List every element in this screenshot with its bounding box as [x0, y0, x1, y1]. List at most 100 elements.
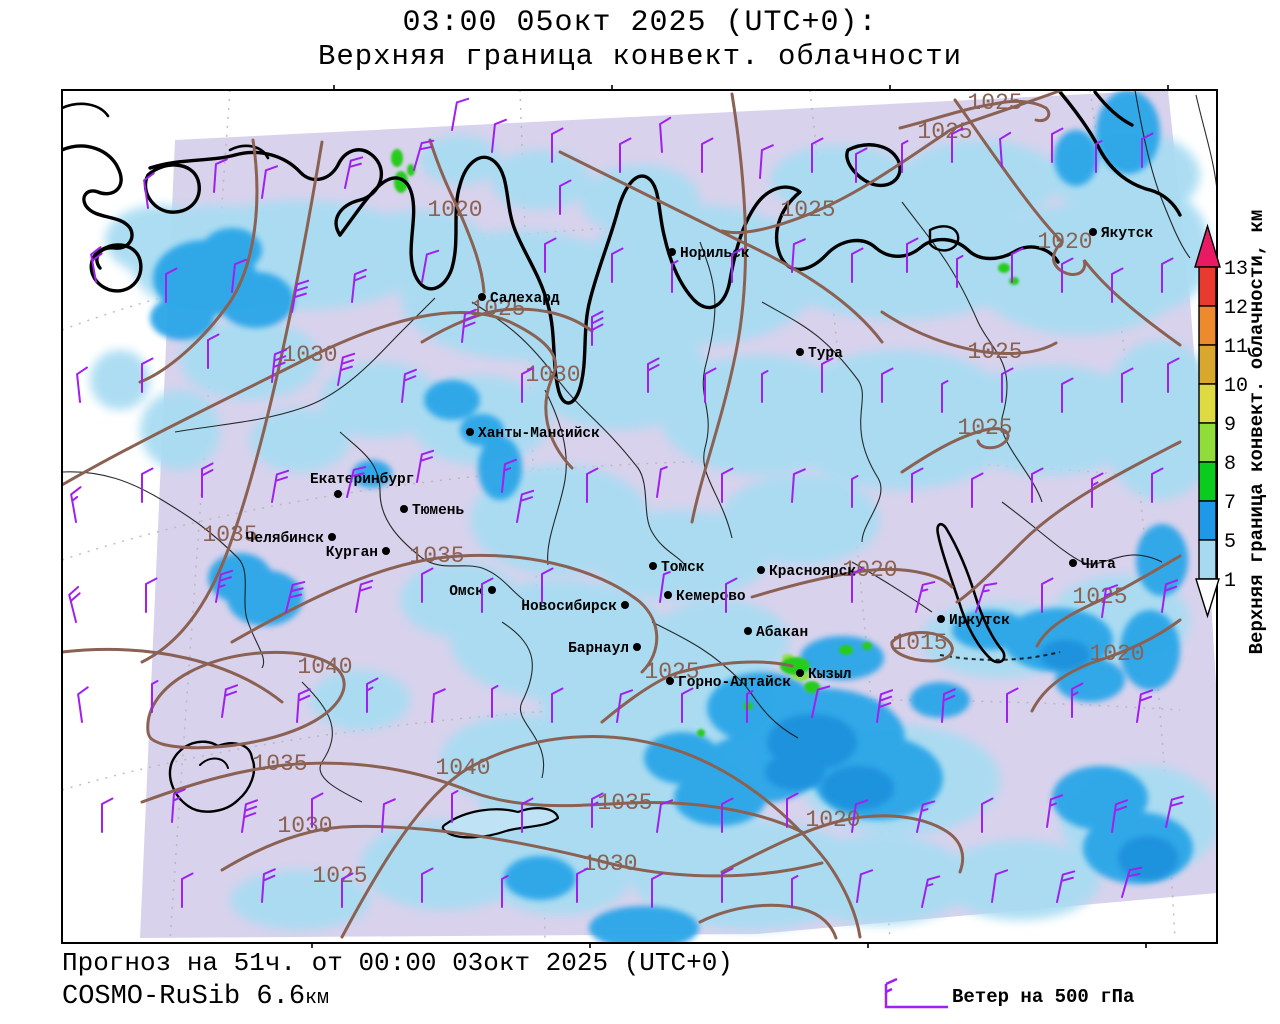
- wind-barb: [851, 799, 869, 833]
- city-marker: Омск: [449, 584, 496, 600]
- wind-barb: [881, 367, 894, 403]
- wind-barb: [559, 179, 572, 215]
- wind-barb: [851, 247, 864, 283]
- city-dot: [744, 627, 752, 635]
- wind-barb: [181, 872, 194, 908]
- wind-barb: [431, 688, 446, 723]
- coastline-paths: [62, 90, 1182, 839]
- city-marker: Чита: [1069, 557, 1116, 573]
- city-dot: [466, 428, 474, 436]
- wind-barb: [171, 788, 186, 823]
- wind-barb: [1011, 247, 1024, 283]
- wind-barb: [145, 577, 158, 613]
- city-label: Чита: [1081, 557, 1116, 573]
- wind-barb: [586, 467, 599, 503]
- city-label: Иркутск: [949, 613, 1010, 629]
- wind-barb: [207, 333, 220, 369]
- wind-barb: [261, 165, 279, 199]
- wind-barb: [906, 237, 919, 273]
- city-dot: [1089, 228, 1097, 236]
- wind-barb: [1006, 687, 1019, 723]
- wind-barb: [671, 260, 679, 293]
- wind-barb: [1095, 140, 1103, 173]
- isobar-label: 1025: [470, 296, 525, 322]
- city-marker: Красноярск: [757, 564, 856, 580]
- wind-barb: [1136, 689, 1154, 723]
- wind-barb: [381, 798, 396, 833]
- wind-barb: [70, 486, 82, 523]
- wind-barb: [851, 567, 864, 603]
- isobar-contours: [62, 90, 1182, 940]
- wind-barb: [811, 685, 831, 718]
- wind-barb: [544, 237, 557, 273]
- wind-barb: [791, 238, 806, 273]
- city-label: Екатеринбург: [310, 472, 414, 488]
- isobar-label: 1030: [582, 851, 637, 877]
- wind-barb: [491, 685, 499, 718]
- wind-barb: [421, 567, 434, 603]
- isobar-label: 1035: [252, 751, 307, 777]
- isobar-label: 1025: [917, 119, 972, 145]
- wind-barb: [971, 472, 984, 508]
- isobar-label: 1025: [957, 415, 1012, 441]
- city-dot: [633, 643, 641, 651]
- wind-barb: [721, 867, 734, 903]
- wind-barb: [271, 469, 290, 503]
- isobar-label: 1025: [780, 197, 835, 223]
- wind-barb: [461, 308, 477, 343]
- wind-barb: [725, 577, 738, 613]
- city-dot: [328, 533, 336, 541]
- colorbar-tick-label: 7: [1224, 492, 1236, 515]
- wind-barb: [337, 352, 356, 386]
- wind-barb: [701, 137, 714, 173]
- wind-barbs: [68, 97, 1185, 908]
- city-dot: [666, 677, 674, 685]
- colorbar-arrow-bottom: [1195, 578, 1220, 619]
- wind-barb: [231, 258, 247, 293]
- wind-barb: [851, 475, 859, 508]
- wind-barb: [421, 867, 434, 903]
- wind-barb: [551, 687, 564, 723]
- isobar-label: 1020: [1037, 229, 1092, 255]
- wind-barb: [296, 688, 311, 723]
- map-title-parameter: Верхняя граница конвект. облачности: [317, 40, 963, 73]
- colorbar-segment: [1198, 305, 1217, 346]
- city-label: Челябинск: [246, 531, 325, 547]
- wind-barb: [1141, 132, 1154, 168]
- isobar-label: 1020: [1089, 641, 1144, 667]
- wind-barb: [1121, 866, 1143, 898]
- city-dot: [757, 566, 765, 574]
- wind-barb: [291, 279, 310, 313]
- isobar-label: 1025: [967, 90, 1022, 116]
- wind-barb: [201, 462, 214, 498]
- city-dot: [937, 615, 945, 623]
- wind-barb: [576, 867, 589, 903]
- city-marker: Горно-Алтайск: [666, 675, 791, 691]
- colorbar-tick-label: 1: [1224, 570, 1236, 593]
- wind-barb: [915, 581, 936, 613]
- frame-ticks: [311, 85, 1169, 948]
- wind-barb: [521, 797, 534, 833]
- isobar-label: 1020: [805, 807, 860, 833]
- wind-barb: [1111, 799, 1129, 833]
- wind-barb: [916, 800, 936, 833]
- city-label: Якутск: [1101, 226, 1154, 242]
- model-name-text: COSMO-RuSib 6.6км: [62, 982, 329, 1012]
- city-marker: Челябинск: [246, 531, 336, 547]
- city-label: Новосибирск: [521, 599, 617, 615]
- wind-barb: [1161, 257, 1174, 293]
- wind-barb: [351, 268, 367, 303]
- colorbar-title: Верхняя граница конвект. облачности, км: [1246, 210, 1268, 655]
- isobar-label: 1025: [967, 339, 1022, 365]
- wind-barb: [141, 467, 154, 503]
- wind-barb: [811, 137, 824, 173]
- wind-barb: [401, 368, 417, 403]
- city-dot: [664, 591, 672, 599]
- wind-barb: [521, 367, 534, 403]
- wind-barb: [1071, 682, 1084, 718]
- wind-barb: [1151, 467, 1164, 503]
- wind-barb: [491, 118, 507, 153]
- wind-barb: [681, 687, 694, 723]
